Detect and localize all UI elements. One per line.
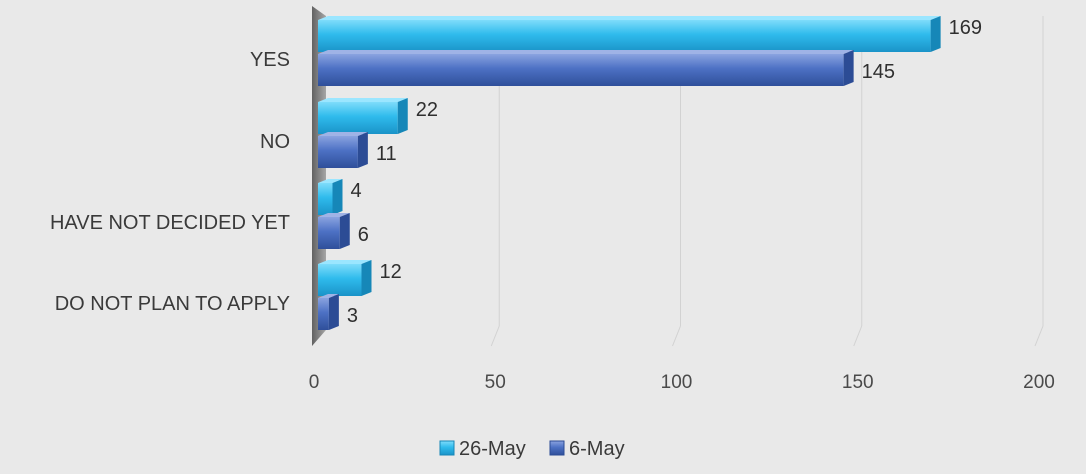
bar-front-face	[318, 20, 931, 52]
bar-front-face	[318, 102, 398, 134]
bar	[318, 294, 339, 330]
bar-top-face	[318, 260, 372, 264]
data-label: 169	[949, 17, 982, 39]
category-label: YES	[250, 49, 290, 71]
bar-top-face	[318, 213, 350, 217]
bar-end-face	[328, 294, 339, 330]
bar-top-face	[318, 132, 368, 136]
x-tick-label: 50	[485, 372, 506, 393]
legend-swatch	[439, 440, 455, 456]
bar-end-face	[930, 16, 941, 52]
legend-swatch	[549, 440, 565, 456]
bar	[318, 213, 350, 249]
data-label: 4	[351, 180, 362, 202]
bar-end-face	[397, 98, 408, 134]
bar	[318, 16, 941, 52]
bar-top-face	[318, 179, 343, 183]
data-label: 22	[416, 99, 438, 121]
x-tick-label: 150	[842, 372, 874, 393]
bar	[318, 260, 372, 296]
bar-top-face	[318, 294, 339, 298]
bar-end-face	[843, 50, 854, 86]
bar-front-face	[318, 298, 329, 330]
bar-end-face	[357, 132, 368, 168]
bar-end-face	[361, 260, 372, 296]
x-tick-label: 200	[1023, 372, 1055, 393]
bar-front-face	[318, 264, 362, 296]
gridline-floor	[672, 325, 681, 347]
data-label: 3	[347, 305, 358, 327]
bar-front-face	[318, 136, 358, 168]
gridline-floor	[1034, 325, 1044, 347]
category-label: HAVE NOT DECIDED YET	[50, 212, 290, 234]
bar-top-face	[318, 98, 408, 102]
bar-end-face	[332, 179, 343, 215]
bar-top-face	[318, 50, 854, 54]
bar-top-face	[318, 16, 941, 20]
category-label: DO NOT PLAN TO APPLY	[55, 293, 290, 315]
bar	[318, 179, 343, 215]
bar-front-face	[318, 183, 333, 215]
bar-front-face	[318, 54, 844, 86]
data-label: 12	[380, 261, 402, 283]
category-label: NO	[260, 131, 290, 153]
data-label: 11	[376, 143, 397, 165]
axis-wall	[312, 6, 326, 346]
data-label: 145	[862, 61, 895, 83]
gridline-floor	[853, 325, 863, 347]
legend: 26-May 6-May	[439, 438, 625, 460]
bar-front-face	[318, 217, 340, 249]
gridline-floor	[490, 325, 500, 347]
bar	[318, 98, 408, 134]
legend-label: 6-May	[569, 438, 625, 460]
legend-label: 26-May	[459, 438, 526, 460]
bar-end-face	[339, 213, 350, 249]
x-tick-label: 0	[309, 372, 320, 393]
bar	[318, 50, 854, 86]
data-label: 6	[358, 224, 369, 246]
x-tick-label: 100	[661, 372, 693, 393]
bar	[318, 132, 368, 168]
